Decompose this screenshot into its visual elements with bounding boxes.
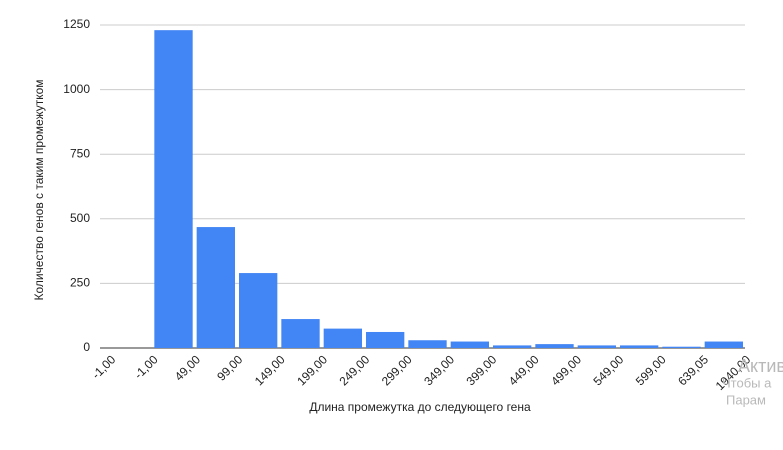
- bar: [450, 341, 489, 348]
- bar: [366, 331, 405, 348]
- x-tick-label: 639,05: [675, 352, 711, 388]
- x-tick-label: 449,00: [506, 352, 542, 388]
- bar: [196, 227, 235, 348]
- y-tick-label: 0: [83, 340, 90, 354]
- x-tick-label: 349,00: [421, 352, 457, 388]
- bar: [239, 273, 278, 348]
- y-axis-title: Количество генов с таким промежутком: [32, 79, 46, 300]
- bar: [662, 346, 701, 348]
- y-tick-label: 250: [70, 276, 90, 290]
- bar: [493, 345, 532, 348]
- x-tick-label: 249,00: [337, 352, 373, 388]
- watermark-text: Парам: [726, 392, 766, 407]
- x-tick-label: 49,00: [172, 352, 203, 383]
- x-tick-label: 399,00: [464, 352, 500, 388]
- x-axis-title: Длина промежутка до следующего гена: [309, 400, 531, 414]
- bar: [704, 341, 743, 348]
- y-tick-label: 500: [70, 211, 90, 225]
- watermark-text: Чтобы а: [722, 375, 772, 390]
- y-tick-label: 1000: [63, 82, 90, 96]
- x-tick-label: 499,00: [548, 352, 584, 388]
- x-tick-label: -1,00: [89, 352, 118, 381]
- watermark-text: Актив: [738, 356, 783, 376]
- bar: [535, 344, 574, 348]
- x-tick-label: 99,00: [214, 352, 245, 383]
- bar: [577, 345, 616, 348]
- x-tick-label: 149,00: [252, 352, 288, 388]
- bar: [281, 319, 320, 348]
- x-tick-label: -1,00: [131, 352, 160, 381]
- x-tick-label: 199,00: [294, 352, 330, 388]
- y-tick-label: 750: [70, 146, 90, 160]
- x-tick-label: 549,00: [591, 352, 627, 388]
- bar: [620, 345, 659, 348]
- bar: [323, 328, 362, 348]
- x-tick-label: 599,00: [633, 352, 669, 388]
- y-tick-label: 1250: [63, 17, 90, 31]
- bar: [408, 340, 447, 348]
- bar: [154, 30, 193, 348]
- x-tick-label: 299,00: [379, 352, 415, 388]
